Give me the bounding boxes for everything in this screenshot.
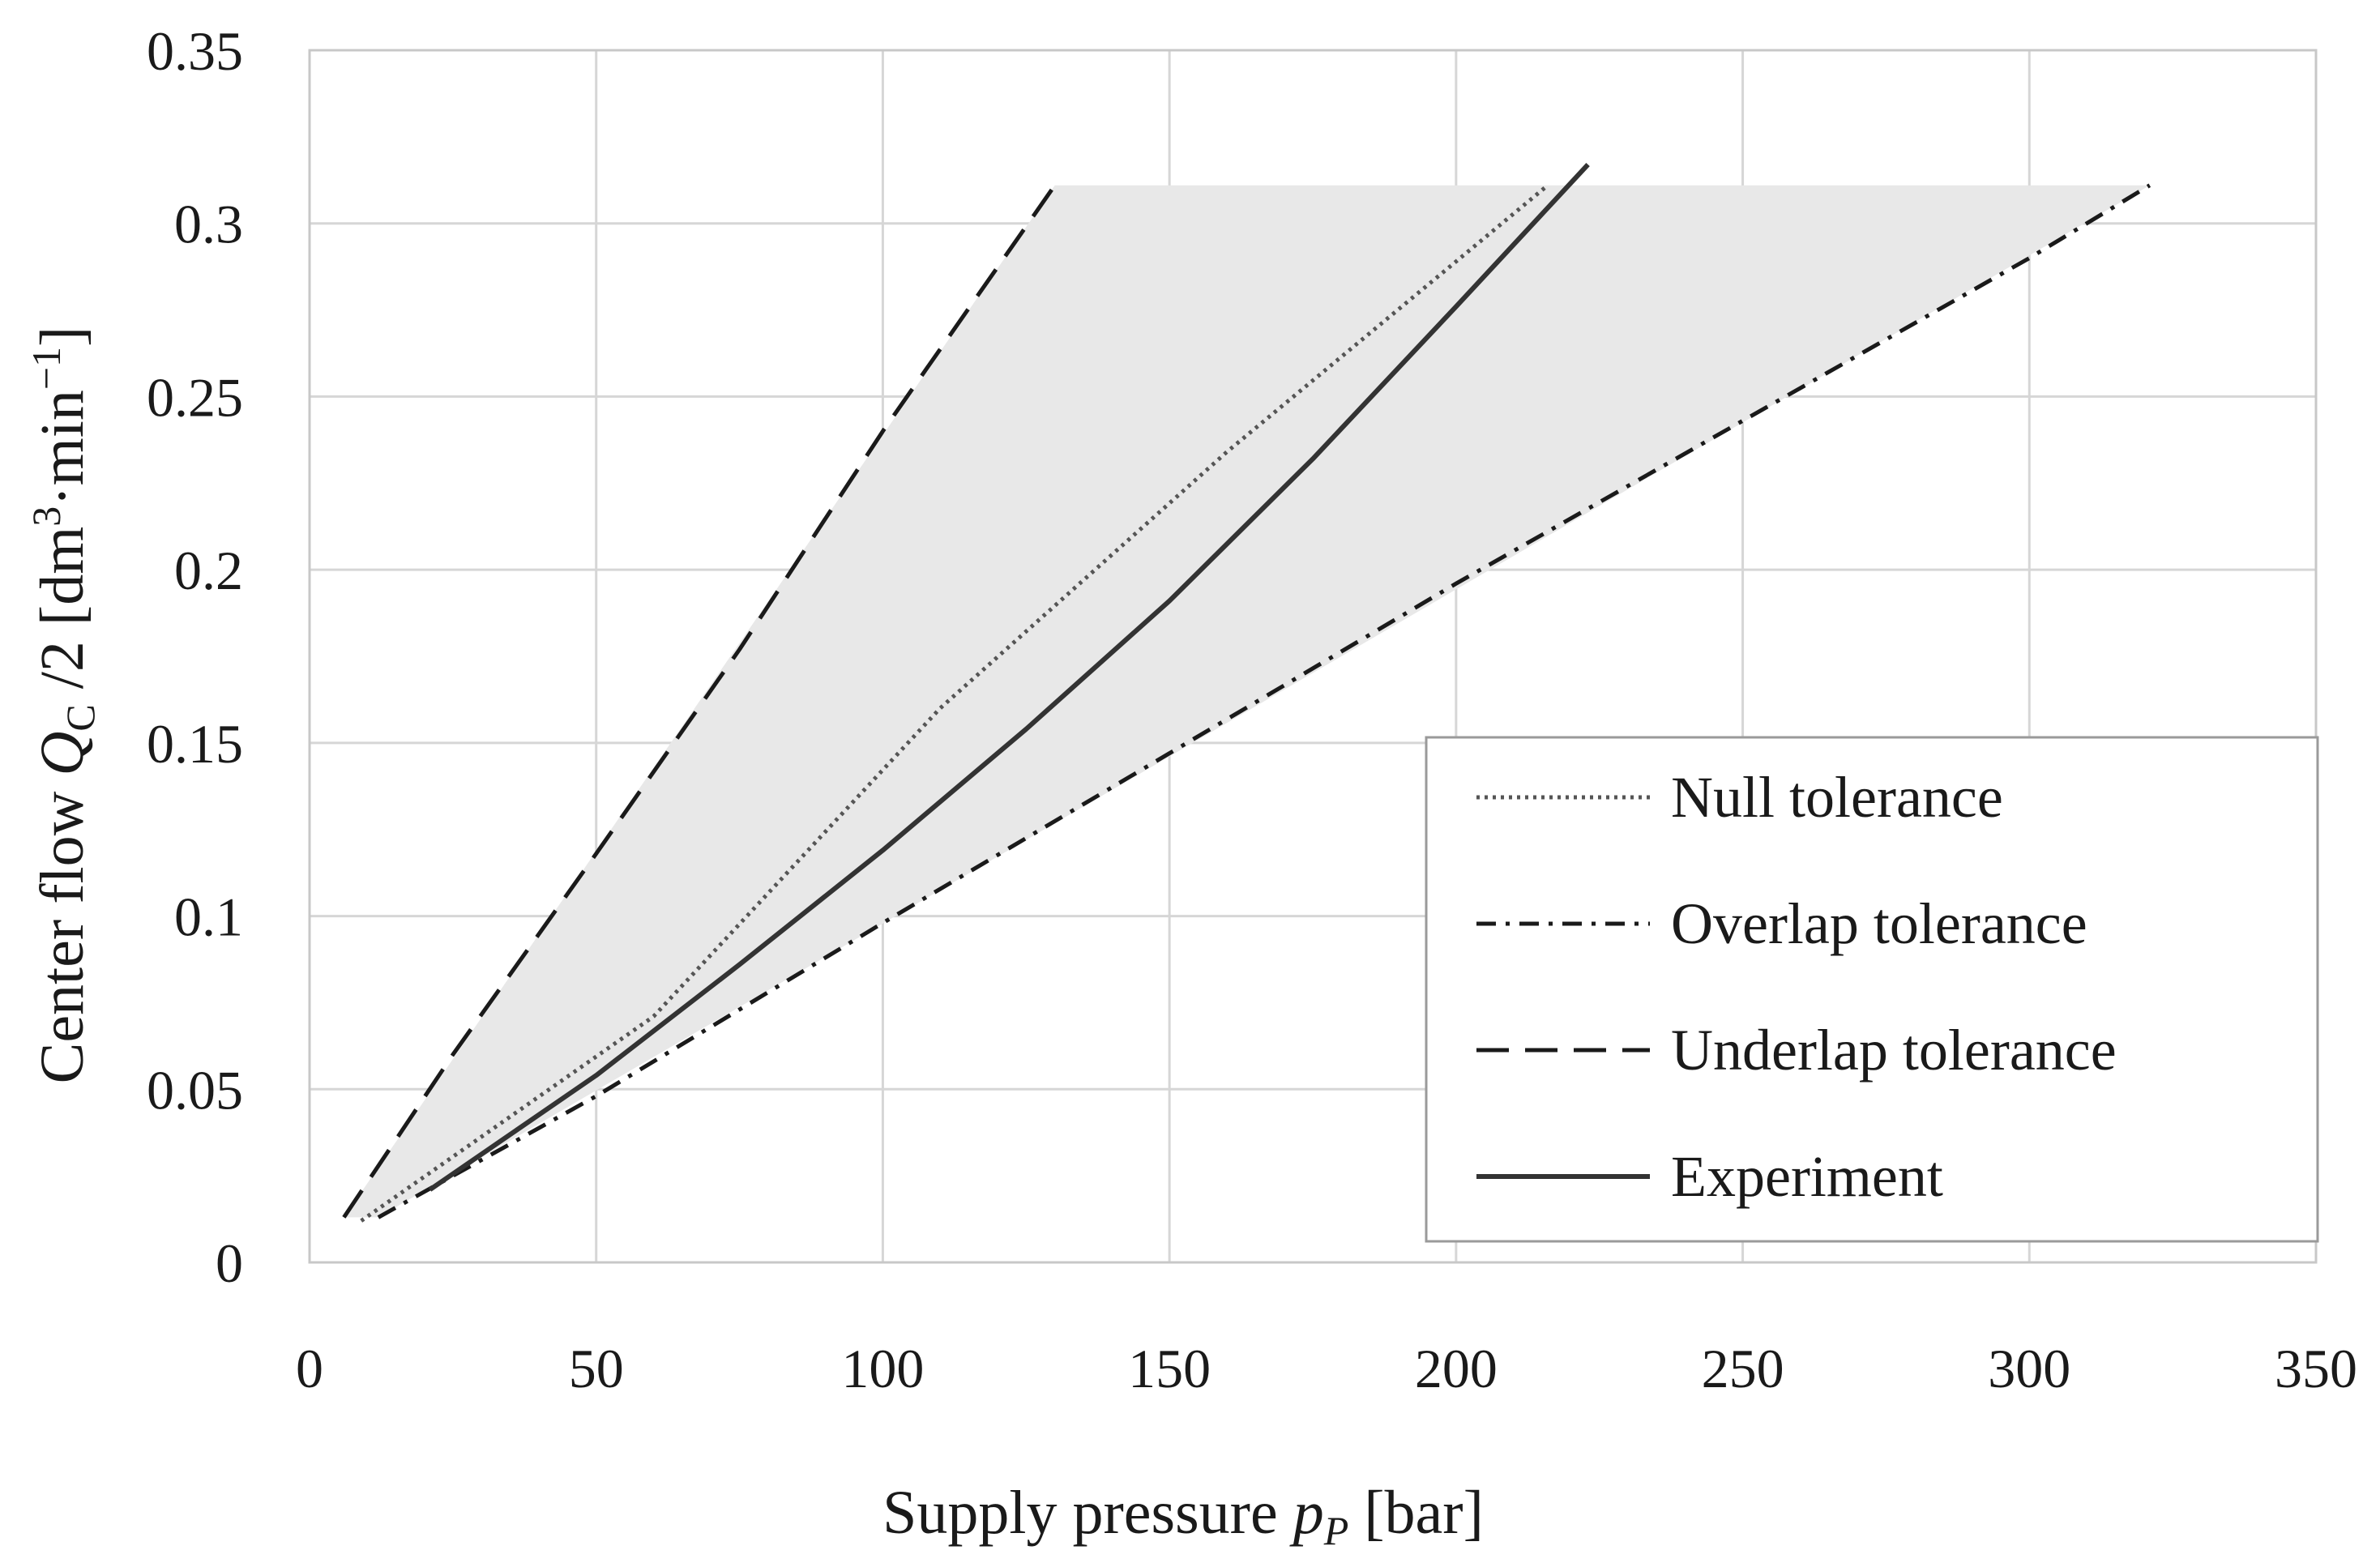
y-tick-label: 0.05: [147, 1059, 243, 1121]
x-tick-label: 350: [2275, 1338, 2357, 1399]
y-tick-label: 0.1: [174, 886, 243, 948]
y-tick-label: 0.15: [147, 713, 243, 775]
tick-labels: 0 50 100 150 200 250 300 350 0 0.05 0.1 0.15 0.2 0.25…: [147, 20, 2357, 1399]
legend-label-null-tolerance: Null tolerance: [1671, 765, 2003, 830]
tolerance-band: [344, 185, 2150, 1218]
x-tick-label: 200: [1415, 1338, 1498, 1399]
y-axis-title: Center flow QC /2 [dm3·min−1]: [24, 327, 103, 1084]
series-underlap-tolerance-line: [342, 184, 1057, 1219]
legend-box: [1425, 736, 2319, 1243]
y-tick-label: 0: [216, 1232, 243, 1294]
legend-label-experiment: Experiment: [1671, 1144, 1943, 1209]
y-tick-label: 0.25: [147, 366, 243, 428]
y-tick-label: 0.2: [174, 540, 243, 601]
y-tick-label: 0.3: [174, 194, 243, 255]
legend: Null tolerance Overlap tolerance Underlap …: [1425, 736, 2319, 1243]
x-tick-label: 100: [841, 1338, 924, 1399]
legend-label-underlap-tolerance: Underlap tolerance: [1671, 1018, 2117, 1083]
x-tick-label: 300: [1988, 1338, 2070, 1399]
x-tick-label: 250: [1702, 1338, 1784, 1399]
x-tick-label: 50: [569, 1338, 624, 1399]
x-tick-label: 0: [296, 1338, 323, 1399]
y-tick-label: 0.35: [147, 20, 243, 82]
x-tick-label: 150: [1128, 1338, 1211, 1399]
x-axis-title: Supply pressure pP [bar]: [882, 1479, 1484, 1553]
plot-frame: [308, 49, 2318, 1264]
series-experiment-line: [428, 163, 1590, 1192]
series-overlap-tolerance-line: [377, 183, 2151, 1219]
series-null-tolerance-line: [360, 183, 1549, 1223]
series-layer: [342, 163, 2151, 1223]
legend-label-overlap-tolerance: Overlap tolerance: [1671, 891, 2087, 956]
